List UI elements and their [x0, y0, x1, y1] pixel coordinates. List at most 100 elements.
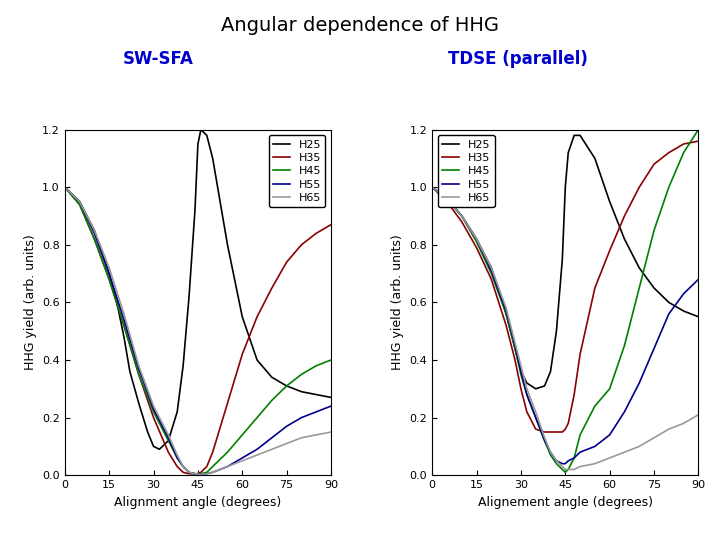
- H35: [558, 429, 567, 435]
- H25: [114, 305, 122, 312]
- H35: [540, 429, 549, 435]
- H25: [173, 409, 181, 415]
- H45: [649, 227, 658, 234]
- H65: [606, 455, 614, 461]
- H65: [510, 340, 519, 346]
- H35: [185, 470, 194, 477]
- H45: [120, 322, 128, 329]
- H55: [238, 455, 246, 461]
- Line: H45: H45: [65, 187, 331, 474]
- H65: [238, 457, 246, 464]
- H45: [173, 455, 181, 461]
- H55: [590, 443, 599, 450]
- Legend: H25, H35, H45, H55, H65: H25, H35, H45, H55, H65: [438, 135, 495, 207]
- H25: [149, 443, 158, 450]
- H55: [194, 471, 202, 477]
- H55: [649, 345, 658, 352]
- H65: [472, 236, 481, 242]
- H35: [472, 245, 481, 251]
- H65: [60, 184, 69, 191]
- H35: [268, 285, 276, 291]
- H55: [665, 310, 673, 317]
- H65: [540, 435, 549, 441]
- H35: [149, 414, 158, 421]
- H55: [510, 342, 519, 349]
- H25: [540, 383, 549, 389]
- H25: [164, 437, 173, 444]
- Text: TDSE (parallel): TDSE (parallel): [449, 50, 588, 68]
- H65: [620, 449, 629, 455]
- Line: H55: H55: [432, 187, 698, 464]
- H45: [552, 461, 561, 467]
- H45: [191, 470, 199, 477]
- H35: [135, 371, 143, 377]
- H35: [561, 426, 570, 433]
- H65: [546, 449, 555, 455]
- H25: [155, 446, 163, 453]
- H35: [312, 230, 320, 237]
- H45: [561, 469, 570, 476]
- H35: [510, 357, 519, 363]
- H65: [135, 362, 143, 369]
- H65: [268, 446, 276, 453]
- H45: [179, 463, 187, 470]
- H45: [510, 345, 519, 352]
- H55: [105, 271, 114, 277]
- H65: [665, 426, 673, 433]
- H25: [125, 368, 134, 375]
- H65: [197, 471, 205, 477]
- H35: [570, 392, 578, 398]
- H25: [297, 388, 306, 395]
- H45: [546, 452, 555, 458]
- H45: [185, 469, 194, 476]
- H35: [428, 184, 436, 191]
- H65: [202, 470, 211, 477]
- H55: [576, 449, 585, 455]
- H25: [202, 132, 211, 139]
- H55: [90, 230, 99, 237]
- H25: [570, 132, 578, 139]
- H65: [576, 463, 585, 470]
- H55: [164, 435, 173, 441]
- H55: [546, 449, 555, 455]
- H65: [558, 463, 567, 470]
- H55: [191, 470, 199, 477]
- H55: [179, 463, 187, 470]
- H45: [135, 371, 143, 377]
- H55: [552, 457, 561, 464]
- H55: [149, 406, 158, 412]
- H35: [487, 276, 495, 282]
- H65: [120, 310, 128, 317]
- H45: [428, 184, 436, 191]
- H65: [635, 443, 644, 450]
- H25: [179, 362, 187, 369]
- H55: [253, 446, 261, 453]
- H25: [649, 285, 658, 291]
- H25: [135, 400, 143, 407]
- H25: [558, 256, 567, 262]
- Text: Angular dependence of HHG: Angular dependence of HHG: [221, 16, 499, 35]
- H55: [561, 461, 570, 467]
- H25: [635, 265, 644, 271]
- H35: [457, 219, 466, 225]
- H65: [679, 420, 688, 427]
- H35: [620, 213, 629, 219]
- X-axis label: Alignment angle (degrees): Alignment angle (degrees): [114, 496, 282, 509]
- H35: [552, 429, 561, 435]
- H35: [208, 449, 217, 455]
- H55: [428, 184, 436, 191]
- Text: SW-SFA: SW-SFA: [123, 50, 194, 68]
- H25: [523, 380, 531, 386]
- H65: [590, 461, 599, 467]
- H65: [570, 466, 578, 472]
- H55: [531, 414, 540, 421]
- H35: [531, 426, 540, 433]
- Line: H25: H25: [65, 130, 331, 449]
- H45: [327, 357, 336, 363]
- H25: [185, 293, 194, 300]
- H35: [191, 470, 199, 477]
- H25: [561, 184, 570, 191]
- H35: [546, 429, 555, 435]
- H65: [312, 431, 320, 438]
- H65: [531, 409, 540, 415]
